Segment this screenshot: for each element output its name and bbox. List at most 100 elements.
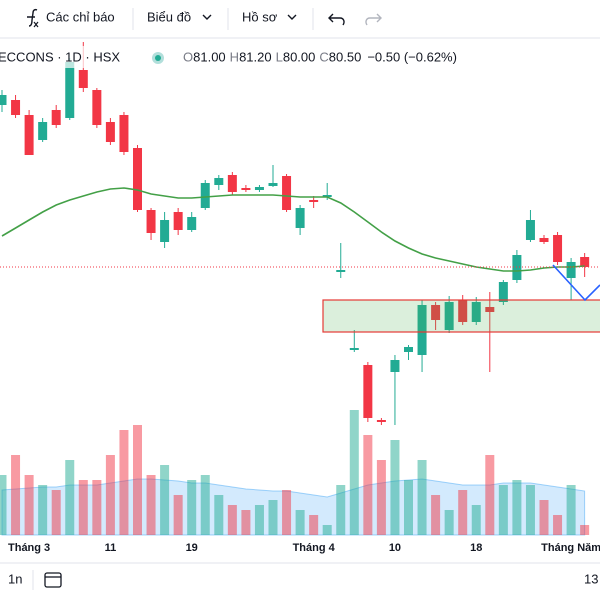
candle-body bbox=[295, 208, 305, 228]
range-button[interactable]: 1n bbox=[8, 571, 22, 586]
candle-body bbox=[254, 187, 264, 190]
volume-bar bbox=[539, 500, 549, 535]
volume-bar bbox=[65, 460, 75, 535]
volume-bar bbox=[525, 485, 535, 535]
volume-bar bbox=[498, 485, 508, 535]
x-tick-label: 10 bbox=[389, 542, 401, 554]
undo-button[interactable] bbox=[328, 13, 345, 26]
candle-body bbox=[241, 188, 251, 190]
x-tick-label: Tháng Năm bbox=[541, 542, 600, 554]
volume-bar bbox=[173, 495, 183, 535]
legend-label: L bbox=[276, 49, 283, 64]
x-tick-label: Tháng 3 bbox=[8, 542, 50, 554]
candle-body bbox=[580, 257, 590, 267]
volume-bar bbox=[254, 505, 264, 535]
x-tick-label: 11 bbox=[105, 542, 117, 554]
volume-bar bbox=[376, 460, 386, 535]
volume-bar bbox=[458, 490, 468, 535]
volume-bar bbox=[404, 480, 413, 535]
candle-body bbox=[268, 183, 278, 186]
volume-bar bbox=[390, 440, 400, 535]
volume-bar bbox=[214, 495, 224, 535]
x-tick-label: 18 bbox=[470, 542, 482, 554]
volume-bar bbox=[38, 485, 48, 535]
candle-body bbox=[11, 100, 21, 115]
candle-body bbox=[322, 195, 332, 197]
moving-average bbox=[1, 187, 585, 272]
candle-body bbox=[0, 95, 7, 105]
indicators-button[interactable]: Các chỉ báo bbox=[46, 9, 115, 24]
volume-bar bbox=[431, 495, 441, 535]
volume-bar bbox=[485, 455, 495, 535]
volume-bar bbox=[512, 480, 522, 535]
candle-body bbox=[38, 122, 48, 140]
profile-button[interactable]: Hồ sơ bbox=[242, 9, 278, 24]
volume-bar bbox=[0, 475, 7, 535]
fx-icon[interactable] bbox=[27, 8, 38, 27]
volume-bar bbox=[295, 510, 305, 535]
time: 13 bbox=[584, 571, 598, 586]
volume-bar bbox=[566, 485, 576, 535]
candle-body bbox=[187, 217, 197, 230]
candle-body bbox=[390, 360, 400, 372]
legend: ECCONS · 1D · HSX O 81.00 H 81.20 L 80.00 C 80.… bbox=[0, 46, 470, 68]
legend-bg bbox=[0, 46, 470, 68]
candle-body bbox=[458, 300, 468, 322]
volume-bar bbox=[187, 480, 197, 535]
volume-bar bbox=[133, 425, 142, 535]
volume-bar bbox=[322, 525, 332, 535]
symbol: ECCONS · 1D · HSX bbox=[0, 49, 120, 64]
zone-drawing[interactable] bbox=[322, 299, 600, 333]
status-dot-inner bbox=[155, 55, 161, 61]
candle-body bbox=[24, 115, 34, 155]
candle-body bbox=[485, 307, 495, 312]
candle-body bbox=[553, 235, 563, 262]
candle-body bbox=[431, 305, 441, 320]
volume-bar bbox=[119, 430, 129, 535]
plot-area bbox=[0, 42, 600, 536]
volume-bar bbox=[282, 490, 292, 535]
volume-bar bbox=[268, 500, 278, 535]
volume-bar bbox=[349, 410, 359, 535]
candle-body bbox=[525, 220, 535, 240]
candle-body bbox=[78, 70, 88, 88]
chevron bbox=[287, 14, 297, 20]
candle-body bbox=[105, 122, 115, 142]
volume-bar bbox=[51, 490, 61, 535]
legend-label: H bbox=[230, 49, 239, 64]
fx-icon-x bbox=[33, 21, 39, 28]
candle-body bbox=[146, 210, 156, 233]
legend-change: −0.50 (−0.62%) bbox=[367, 49, 457, 64]
candle-body bbox=[498, 282, 508, 302]
legend-value: 81.00 bbox=[193, 49, 226, 64]
candle-body bbox=[173, 212, 183, 230]
calendar-button[interactable] bbox=[44, 572, 62, 588]
candle-body bbox=[200, 183, 210, 208]
chart-button[interactable]: Biểu đồ bbox=[147, 9, 191, 24]
x-tick-label: Tháng 4 bbox=[293, 542, 336, 554]
legend-label: O bbox=[183, 49, 193, 64]
volume-bar bbox=[336, 485, 346, 535]
candle-body bbox=[309, 200, 319, 202]
volume-bar bbox=[363, 435, 373, 535]
volume-bar bbox=[471, 505, 481, 535]
candle-body bbox=[417, 305, 427, 355]
candle-body bbox=[349, 348, 359, 350]
redo-button[interactable] bbox=[365, 13, 382, 26]
volume-bar bbox=[227, 505, 237, 535]
trend-drawing[interactable] bbox=[552, 264, 600, 302]
volume-bar bbox=[105, 455, 115, 535]
candle-body bbox=[336, 270, 346, 272]
candle-body bbox=[282, 176, 292, 210]
candle-body bbox=[404, 347, 413, 352]
volume-bar bbox=[241, 510, 251, 535]
candle-body bbox=[363, 365, 373, 418]
candle-body bbox=[227, 175, 237, 192]
toolbar: Các chỉ báo Biểu đồ Hồ sơ bbox=[0, 8, 600, 39]
legend-value: 80.50 bbox=[329, 49, 362, 64]
volume-bar bbox=[24, 475, 34, 535]
candle-body bbox=[119, 115, 129, 152]
candle-body bbox=[566, 262, 576, 278]
